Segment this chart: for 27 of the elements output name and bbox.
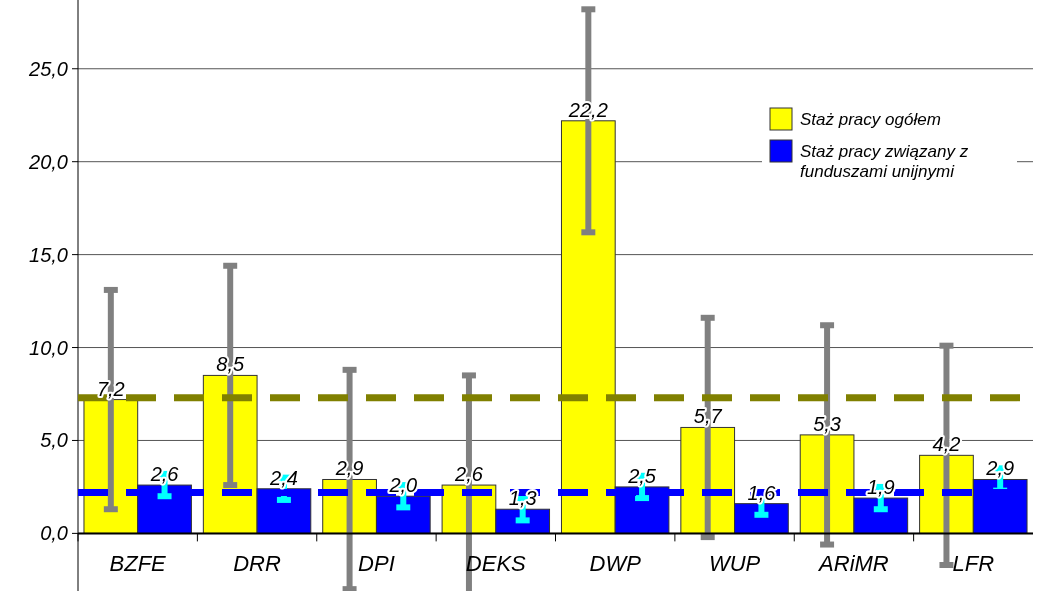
data-label: 2,9 [334, 457, 364, 480]
x-tick-label: BZFE [109, 551, 167, 577]
data-label: 5,7 [693, 405, 723, 428]
y-tick-label: 15,0 [29, 243, 68, 266]
x-tick-label: ARiMR [817, 551, 889, 577]
data-label: 7,2 [96, 377, 125, 400]
y-tick-label: 0,0 [40, 522, 68, 545]
legend-label: Staż pracy ogółem [800, 110, 941, 129]
data-label: 5,3 [813, 412, 841, 435]
x-tick-label: DWP [589, 551, 642, 577]
data-label: 8,5 [216, 353, 245, 376]
data-label: 22,2 [567, 98, 608, 121]
data-label: 1,9 [866, 476, 895, 499]
x-tick-label: LFR [952, 551, 995, 577]
data-label: 2,6 [454, 463, 484, 486]
legend-label: Staż pracy związany z funduszami unijnymi [800, 142, 969, 181]
data-label: 2,5 [627, 464, 657, 487]
y-tick-label: 10,0 [29, 336, 68, 359]
x-tick-label: WUP [708, 551, 761, 577]
y-tick-label: 20,0 [28, 150, 68, 173]
y-tick-label: 25,0 [28, 57, 68, 80]
data-label: 1,3 [508, 487, 537, 510]
x-tick-label: DRR [233, 551, 281, 577]
x-tick-label: DEKS [465, 551, 527, 577]
x-tick-label: DPI [358, 551, 395, 577]
data-label: 2,4 [269, 466, 298, 489]
y-tick-label: 5,0 [40, 429, 68, 452]
